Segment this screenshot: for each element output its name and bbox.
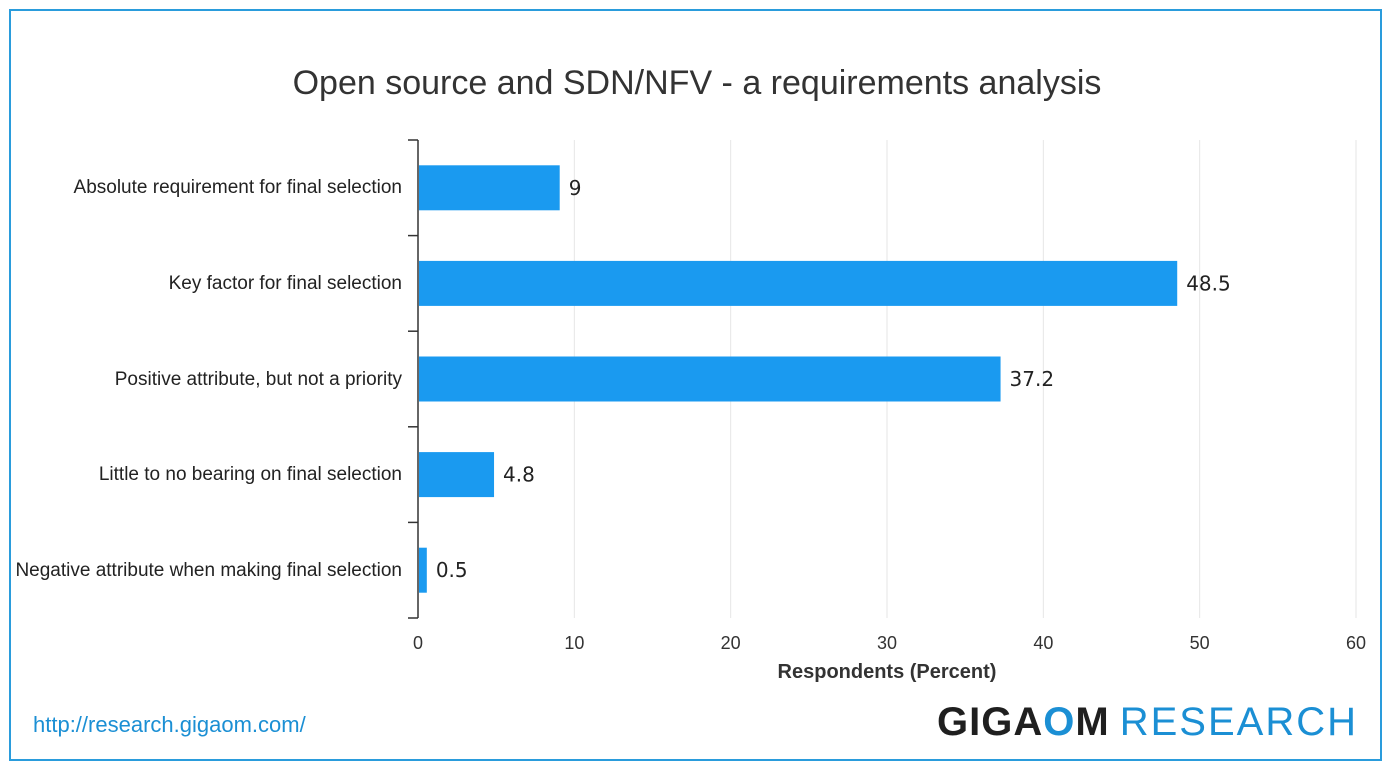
bar: [419, 165, 560, 211]
x-tick-label: 30: [877, 633, 897, 653]
footer-url-link[interactable]: http://research.gigaom.com/: [33, 712, 306, 737]
bar: [419, 547, 427, 593]
brand-o: O: [1043, 700, 1076, 744]
brand-giga: GIGA: [937, 700, 1044, 744]
x-tick-label: 20: [721, 633, 741, 653]
x-tick-label: 0: [413, 633, 423, 653]
x-tick-label: 10: [564, 633, 584, 653]
y-tick-label: Negative attribute when making final sel…: [15, 559, 402, 581]
bar: [419, 260, 1178, 306]
y-tick-label: Absolute requirement for final selection: [73, 177, 402, 199]
bar: [419, 356, 1001, 402]
brand-research: RESEARCH: [1119, 700, 1358, 744]
y-tick-label: Key factor for final selection: [168, 272, 402, 294]
bar: [419, 452, 495, 498]
brand-m: M: [1075, 700, 1110, 744]
x-tick-label: 40: [1033, 633, 1053, 653]
data-label: 0.5: [436, 558, 468, 582]
x-axis-label: Respondents (Percent): [778, 661, 997, 683]
chart-title: Open source and SDN/NFV - a requirements…: [292, 64, 1102, 102]
y-tick-label: Positive attribute, but not a priority: [114, 368, 402, 390]
x-tick-label: 50: [1190, 633, 1210, 653]
data-label: 37.2: [1010, 367, 1055, 391]
data-label: 4.8: [503, 463, 535, 487]
data-label: 48.5: [1186, 271, 1231, 295]
gigaom-research-logo: GIGAOM RESEARCH: [937, 700, 1358, 745]
x-tick-label: 60: [1346, 633, 1366, 653]
y-tick-label: Little to no bearing on final selection: [98, 464, 402, 486]
data-label: 9: [569, 176, 582, 200]
